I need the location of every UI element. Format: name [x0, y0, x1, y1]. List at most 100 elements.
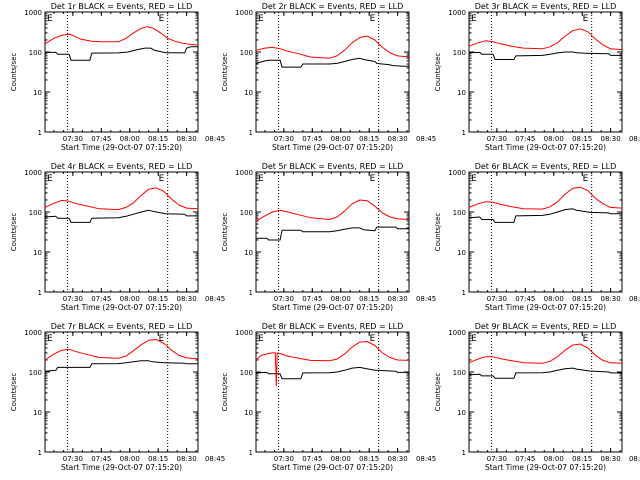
y-tick-label: 10: [244, 89, 253, 97]
marker-label-start: E: [47, 174, 53, 184]
x-tick-label: 08:15: [572, 455, 592, 463]
y-tick-label: 1000: [235, 329, 253, 337]
plot-frame: [255, 11, 410, 133]
series-events: [256, 226, 409, 241]
panel-det-5: Det 5r BLACK = Events, RED = LLD 1 10 100 10…: [221, 162, 436, 312]
marker-label-end: E: [583, 174, 589, 184]
x-tick-label: 08:45: [416, 295, 436, 303]
x-axis-label: Start Time (29-Oct-07 07:15:20): [272, 303, 393, 312]
x-tick-label: 07:45: [302, 295, 322, 303]
marker-label-start: E: [471, 174, 477, 184]
y-tick-label: 1: [249, 129, 253, 137]
x-axis-label: Start Time (29-Oct-07 07:15:20): [272, 143, 393, 152]
y-tick-label: 1: [462, 129, 466, 137]
y-tick-label: 1000: [448, 169, 466, 177]
x-tick-label: 07:30: [63, 295, 83, 303]
marker-label-end: E: [159, 334, 165, 344]
x-tick-label: 08:30: [177, 135, 197, 143]
y-tick-label: 1000: [24, 329, 42, 337]
y-axis-label: Counts/sec: [221, 213, 229, 252]
x-tick-label: 08:00: [120, 135, 140, 143]
y-tick-label: 10: [33, 409, 42, 417]
y-tick-label: 100: [29, 369, 42, 377]
x-axis-label: Start Time (29-Oct-07 07:15:20): [61, 463, 182, 472]
marker-label-start: E: [471, 334, 477, 344]
x-tick-label: 08:15: [148, 455, 168, 463]
panel-det-3: Det 3r BLACK = Events, RED = LLD 1 10 100 10…: [434, 2, 640, 152]
y-tick-label: 10: [457, 409, 466, 417]
plot-frame: [44, 331, 199, 453]
x-tick-label: 08:00: [120, 455, 140, 463]
x-tick-label: 08:30: [601, 455, 621, 463]
panel-title: Det 1r BLACK = Events, RED = LLD: [51, 2, 193, 11]
marker-label-end: E: [583, 14, 589, 24]
x-tick-label: 07:30: [274, 135, 294, 143]
x-tick-label: 07:45: [515, 455, 535, 463]
series-events: [255, 366, 409, 380]
y-tick-label: 1: [249, 449, 253, 457]
series-lld: [44, 339, 199, 361]
panel-det-4: Det 4r BLACK = Events, RED = LLD 1 10 100 10…: [10, 162, 225, 312]
panel-det-8: Det 8r BLACK = Events, RED = LLD 1 10 100 10…: [221, 322, 436, 472]
y-tick-label: 1: [462, 449, 466, 457]
marker-label-end: E: [583, 334, 589, 344]
x-tick-label: 08:15: [572, 135, 592, 143]
panel-title: Det 9r BLACK = Events, RED = LLD: [475, 322, 617, 331]
x-axis-label: Start Time (29-Oct-07 07:15:20): [485, 303, 606, 312]
y-tick-label: 1000: [24, 9, 42, 17]
y-tick-label: 1000: [235, 169, 253, 177]
panel-title: Det 8r BLACK = Events, RED = LLD: [262, 322, 404, 331]
x-tick-label: 08:00: [120, 295, 140, 303]
y-tick-label: 1000: [235, 9, 253, 17]
x-tick-label: 08:45: [205, 135, 225, 143]
marker-label-end: E: [370, 334, 376, 344]
marker-label-start: E: [258, 14, 264, 24]
series-lld: [255, 35, 410, 59]
plot-frame: [44, 171, 199, 293]
x-tick-label: 08:30: [388, 135, 408, 143]
y-tick-label: 10: [244, 409, 253, 417]
marker-label-start: E: [258, 334, 264, 344]
x-tick-label: 08:15: [148, 135, 168, 143]
marker-label-start: E: [258, 174, 264, 184]
marker-label-start: E: [47, 334, 53, 344]
series-events: [255, 57, 409, 68]
x-tick-label: 07:30: [487, 455, 507, 463]
x-tick-label: 08:00: [544, 455, 564, 463]
x-axis-label: Start Time (29-Oct-07 07:15:20): [61, 143, 182, 152]
x-tick-label: 07:45: [91, 295, 111, 303]
series-lld: [44, 26, 199, 46]
y-axis-label: Counts/sec: [10, 213, 18, 252]
y-axis-label: Counts/sec: [221, 373, 229, 412]
x-tick-label: 08:45: [629, 295, 640, 303]
x-tick-label: 07:45: [91, 455, 111, 463]
x-tick-label: 07:45: [302, 455, 322, 463]
marker-label-end: E: [159, 174, 165, 184]
series-events: [468, 51, 622, 60]
marker-label-end: E: [159, 14, 165, 24]
series-lld: [468, 343, 623, 364]
panel-title: Det 2r BLACK = Events, RED = LLD: [262, 2, 404, 11]
x-tick-label: 08:15: [359, 135, 379, 143]
y-tick-label: 10: [457, 89, 466, 97]
y-tick-label: 1: [38, 449, 42, 457]
series-lld: [468, 186, 623, 210]
y-tick-label: 10: [33, 249, 42, 257]
panel-det-7: Det 7r BLACK = Events, RED = LLD 1 10 100 10…: [10, 322, 225, 472]
x-tick-label: 07:30: [63, 135, 83, 143]
x-tick-label: 08:45: [629, 135, 640, 143]
x-tick-label: 07:30: [63, 455, 83, 463]
x-tick-label: 08:45: [416, 455, 436, 463]
y-axis-label: Counts/sec: [221, 53, 229, 92]
x-tick-label: 08:00: [544, 295, 564, 303]
x-tick-label: 08:15: [359, 455, 379, 463]
y-tick-label: 10: [457, 249, 466, 257]
x-axis-label: Start Time (29-Oct-07 07:15:20): [485, 463, 606, 472]
panel-title: Det 4r BLACK = Events, RED = LLD: [51, 162, 193, 171]
y-tick-label: 100: [453, 49, 466, 57]
plot-frame: [468, 171, 623, 293]
y-tick-label: 1000: [24, 169, 42, 177]
y-tick-label: 100: [240, 49, 253, 57]
plot-frame: [255, 331, 410, 453]
